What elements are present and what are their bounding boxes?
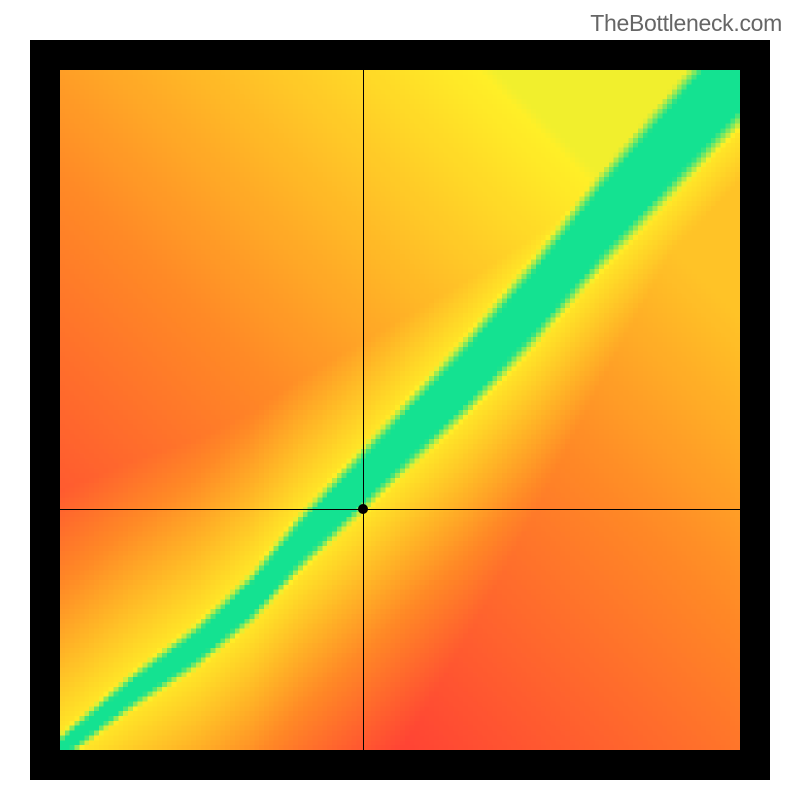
watermark-text: TheBottleneck.com (590, 10, 782, 37)
crosshair-vertical (363, 70, 364, 750)
crosshair-horizontal (60, 509, 740, 510)
crosshair-marker (358, 504, 368, 514)
chart-container: { "watermark": "TheBottleneck.com", "plo… (0, 0, 800, 800)
heatmap-canvas (60, 70, 740, 750)
